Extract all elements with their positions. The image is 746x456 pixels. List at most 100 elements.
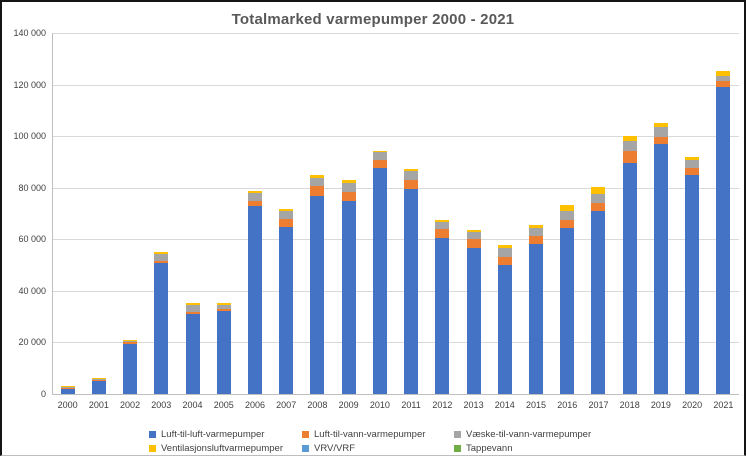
x-axis-tick-label: 2016 [557,400,578,410]
bar-segment [404,189,419,394]
bar-segment [247,201,262,206]
bar-segment [154,254,169,262]
bar-segment [529,224,544,228]
bar-segment [154,261,169,264]
bar-segment [591,193,606,203]
bar-segment [60,389,75,394]
bar-segment [466,239,481,249]
bar-segment [716,70,731,76]
bar-segment [247,191,262,194]
x-axis-tick-label: 2013 [463,400,484,410]
legend-item: Luft-til-vann-varmepumper [302,429,454,440]
gridline [52,187,739,189]
bar-segment [91,378,106,380]
legend-item: Væske-til-vann-varmepumper [454,429,591,440]
legend-item-label: Luft-til-vann-varmepumper [314,428,426,440]
bar-segment [185,304,200,312]
bar-segment [685,168,700,175]
x-axis-tick-label: 2012 [432,400,453,410]
bar-segment [435,237,450,394]
bar-segment [404,169,419,171]
x-axis-tick-label: 2017 [588,400,609,410]
bar-segment [466,248,481,394]
bar-segment [279,210,294,220]
chart-title: Totalmarked varmepumper 2000 - 2021 [231,11,515,28]
bar-segment [372,168,387,394]
bar-segment [247,205,262,394]
bar-segment [591,187,606,194]
bar-segment [560,211,575,220]
gridline [52,33,739,34]
bar-segment [185,311,200,314]
bar-segment [279,226,294,394]
bar-segment [185,303,200,305]
bar-segment [372,152,387,160]
bar-segment [310,196,325,394]
bar-segment [497,265,512,394]
bar-segment [91,381,106,394]
bar-segment [529,243,544,394]
y-axis-tick-label: 140 000 [13,28,46,38]
legend-marker-icon [454,444,461,452]
x-axis-tick-label: 2018 [619,400,640,410]
bar-segment [154,251,169,255]
gridline [52,290,739,292]
bar-segment [341,180,356,183]
bar-segment [341,201,356,394]
bar-segment [560,204,575,212]
legend-item-label: Væske-til-vann-varmepumper [466,428,592,440]
y-axis-tick-label: 80 000 [18,182,46,193]
bar-segment [685,156,700,160]
bar-segment [466,230,481,233]
x-axis-tick-label: 2014 [494,400,515,410]
bar-segment [247,193,262,202]
bar-segment [529,227,544,236]
bar-segment [310,175,325,178]
bar-segment [404,170,419,181]
y-axis-tick-label: 0 [40,389,46,399]
legend-marker-icon [454,430,461,438]
bar-segment [60,386,75,388]
bar-segment [279,208,294,211]
legend-marker-icon [302,444,309,452]
bar-segment [216,302,231,305]
bar-segment [123,343,138,394]
bar-segment [372,150,387,153]
x-axis-tick-label: 2020 [682,400,703,410]
bar-segment [185,313,200,394]
legend-item: VRV/VRF [302,443,454,454]
bar-segment [497,248,512,258]
legend-marker-icon [302,430,309,438]
bar-segment [435,219,450,222]
bar-segment [91,379,106,380]
gridline [52,136,739,138]
bar-segment [123,340,138,343]
legend-item-label: Luft-til-luft-varmepumper [161,428,265,440]
bar-segment [653,143,668,394]
bar-segment [372,159,387,169]
y-axis-tick-label: 100 000 [13,131,46,142]
x-axis-tick-label: 2011 [401,400,421,410]
bar-segment [466,232,481,240]
x-axis-tick-label: 2021 [713,400,734,410]
legend-marker-icon [149,444,156,452]
bar-segment [154,263,169,394]
bar-segment [341,192,356,202]
bar-segment [716,75,731,82]
bar-segment [591,202,606,211]
x-axis-tick-label: 2003 [151,400,172,410]
legend-item: Ventilasjonsluftvarmepumper [149,443,302,454]
bar-segment [404,180,419,190]
gridline [52,84,739,86]
x-axis-tick-label: 2006 [244,400,265,410]
gridline [52,394,739,395]
bar-segment [123,342,138,344]
bar-segment [279,219,294,227]
bar-segment [310,185,325,197]
bar-segment [622,141,637,151]
bar-segment [716,81,731,88]
bar-segment [716,87,731,394]
y-axis-tick-label: 20 000 [18,337,46,348]
bar-segment [653,127,668,138]
